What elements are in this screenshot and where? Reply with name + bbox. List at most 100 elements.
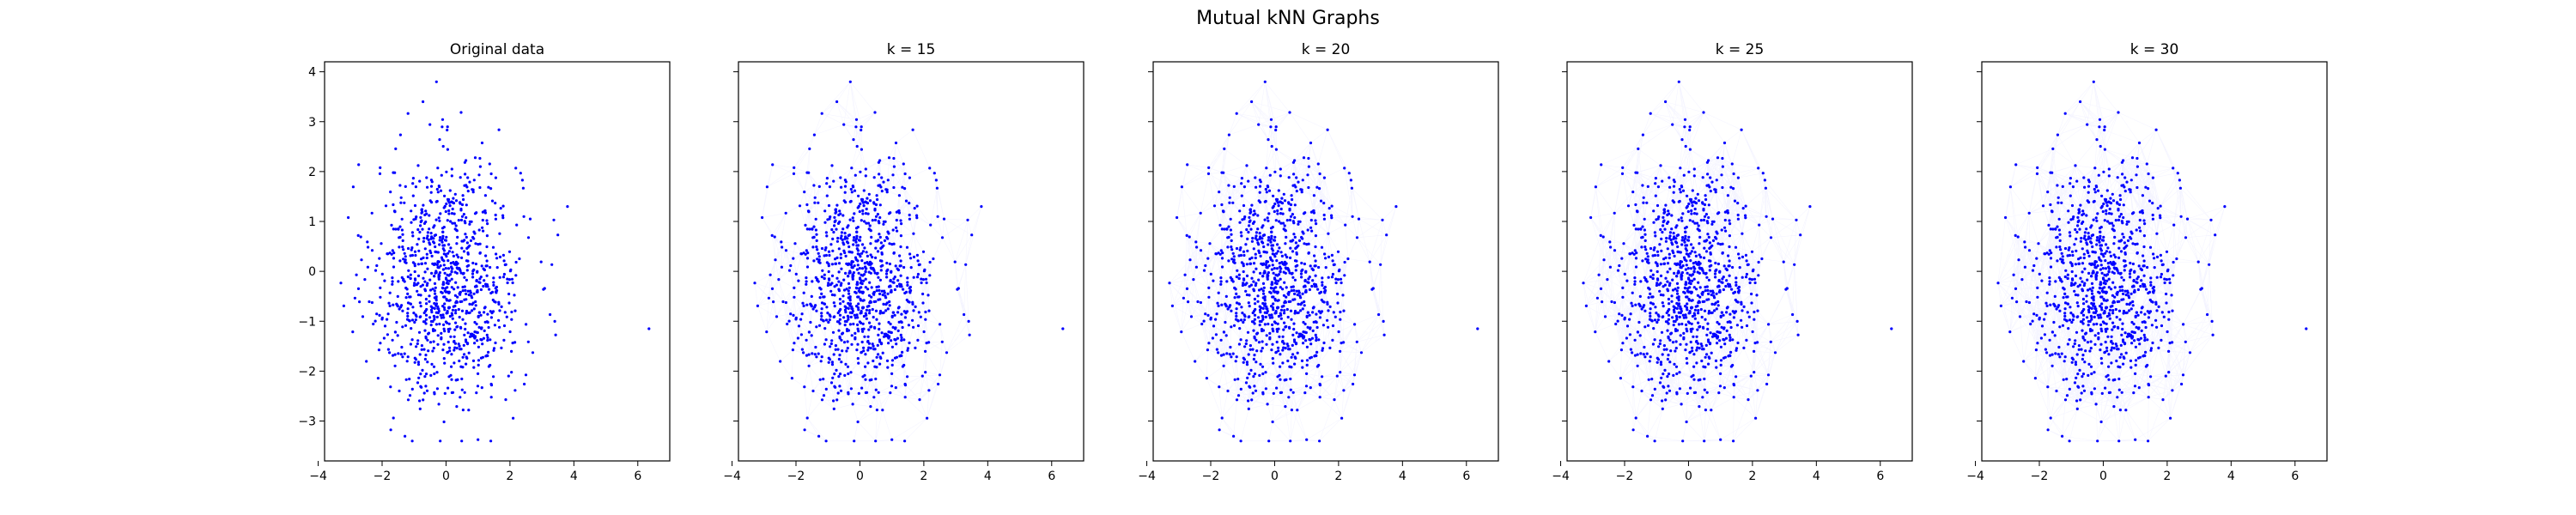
data-point xyxy=(1214,318,1218,321)
data-point xyxy=(805,354,809,357)
data-point xyxy=(838,354,841,357)
data-point xyxy=(489,172,493,176)
data-point xyxy=(855,144,859,148)
data-point xyxy=(1656,217,1660,221)
data-point xyxy=(475,322,478,326)
data-point xyxy=(441,234,445,238)
data-point xyxy=(1322,217,1326,221)
data-point xyxy=(1709,190,1712,193)
data-point xyxy=(2089,329,2093,333)
data-point xyxy=(1265,167,1268,170)
data-point xyxy=(1334,315,1337,318)
data-point xyxy=(1679,305,1682,308)
data-point xyxy=(438,274,441,277)
data-point xyxy=(444,276,448,280)
data-point xyxy=(856,323,860,326)
data-point xyxy=(1235,314,1238,318)
data-point xyxy=(1678,371,1681,374)
data-point xyxy=(425,252,428,256)
data-point xyxy=(2075,353,2079,356)
data-point xyxy=(927,309,931,312)
data-point xyxy=(1656,277,1660,281)
data-point xyxy=(836,221,841,225)
data-point xyxy=(1242,282,1245,285)
data-point xyxy=(856,249,860,252)
data-point xyxy=(443,271,447,275)
data-point xyxy=(1314,219,1317,222)
y-tick-label: 1 xyxy=(308,215,316,229)
data-point xyxy=(1242,217,1246,221)
data-point xyxy=(912,232,915,235)
data-point xyxy=(1621,342,1625,345)
data-point xyxy=(1297,239,1302,242)
data-point xyxy=(1741,232,1744,235)
data-point xyxy=(2139,229,2142,233)
data-point xyxy=(1694,254,1698,258)
data-point xyxy=(2132,322,2136,326)
data-point xyxy=(392,257,396,260)
data-point xyxy=(1665,348,1668,351)
data-point xyxy=(1726,306,1729,309)
data-point xyxy=(1722,386,1726,390)
data-point xyxy=(1241,283,1244,288)
data-point xyxy=(2081,385,2085,388)
data-point xyxy=(890,363,894,367)
data-point xyxy=(1677,299,1680,302)
data-point xyxy=(1710,335,1715,338)
data-point xyxy=(838,335,841,338)
data-point xyxy=(1286,344,1290,348)
data-point xyxy=(1683,125,1686,129)
data-point xyxy=(869,266,872,270)
data-point xyxy=(2100,239,2105,242)
data-point xyxy=(1230,248,1234,251)
data-point xyxy=(1699,307,1703,312)
data-point xyxy=(1255,338,1258,342)
data-point xyxy=(852,322,855,326)
data-point xyxy=(473,342,477,345)
data-point xyxy=(896,268,900,272)
data-point xyxy=(1680,307,1683,311)
data-point xyxy=(1706,338,1710,342)
data-point xyxy=(1635,251,1638,255)
data-point xyxy=(388,304,392,307)
data-point xyxy=(484,285,488,288)
data-point xyxy=(2055,307,2058,311)
data-point xyxy=(761,215,764,220)
data-point xyxy=(504,398,507,402)
data-point xyxy=(2081,247,2084,251)
data-point xyxy=(1688,351,1692,354)
data-point xyxy=(1673,254,1676,258)
data-point xyxy=(2112,300,2116,304)
data-point xyxy=(413,250,417,253)
data-point xyxy=(2129,191,2132,194)
data-point xyxy=(1672,308,1676,312)
data-point xyxy=(1231,251,1235,255)
data-point xyxy=(820,398,824,402)
data-point xyxy=(1231,352,1235,355)
data-point xyxy=(1767,323,1771,326)
data-point xyxy=(789,264,793,268)
data-point xyxy=(1666,262,1670,265)
data-point xyxy=(463,184,466,187)
data-point xyxy=(861,243,865,246)
data-point xyxy=(1279,308,1283,312)
data-point xyxy=(1245,360,1249,364)
data-point xyxy=(1669,349,1673,353)
data-point xyxy=(1688,125,1692,129)
data-point xyxy=(1263,218,1267,221)
data-point xyxy=(2075,249,2078,252)
data-point xyxy=(1251,348,1255,351)
data-point xyxy=(443,302,447,306)
data-point xyxy=(1253,313,1257,317)
data-point xyxy=(2065,378,2069,381)
data-point xyxy=(2103,219,2106,222)
x-tick-label: −2 xyxy=(1616,470,1634,483)
data-point xyxy=(379,295,382,299)
data-point xyxy=(2129,261,2132,265)
axes-frame xyxy=(1566,61,1913,462)
data-point xyxy=(1668,234,1672,238)
data-point xyxy=(1323,252,1327,256)
data-point xyxy=(2110,288,2113,291)
data-point xyxy=(847,275,850,278)
data-point xyxy=(1684,282,1687,286)
